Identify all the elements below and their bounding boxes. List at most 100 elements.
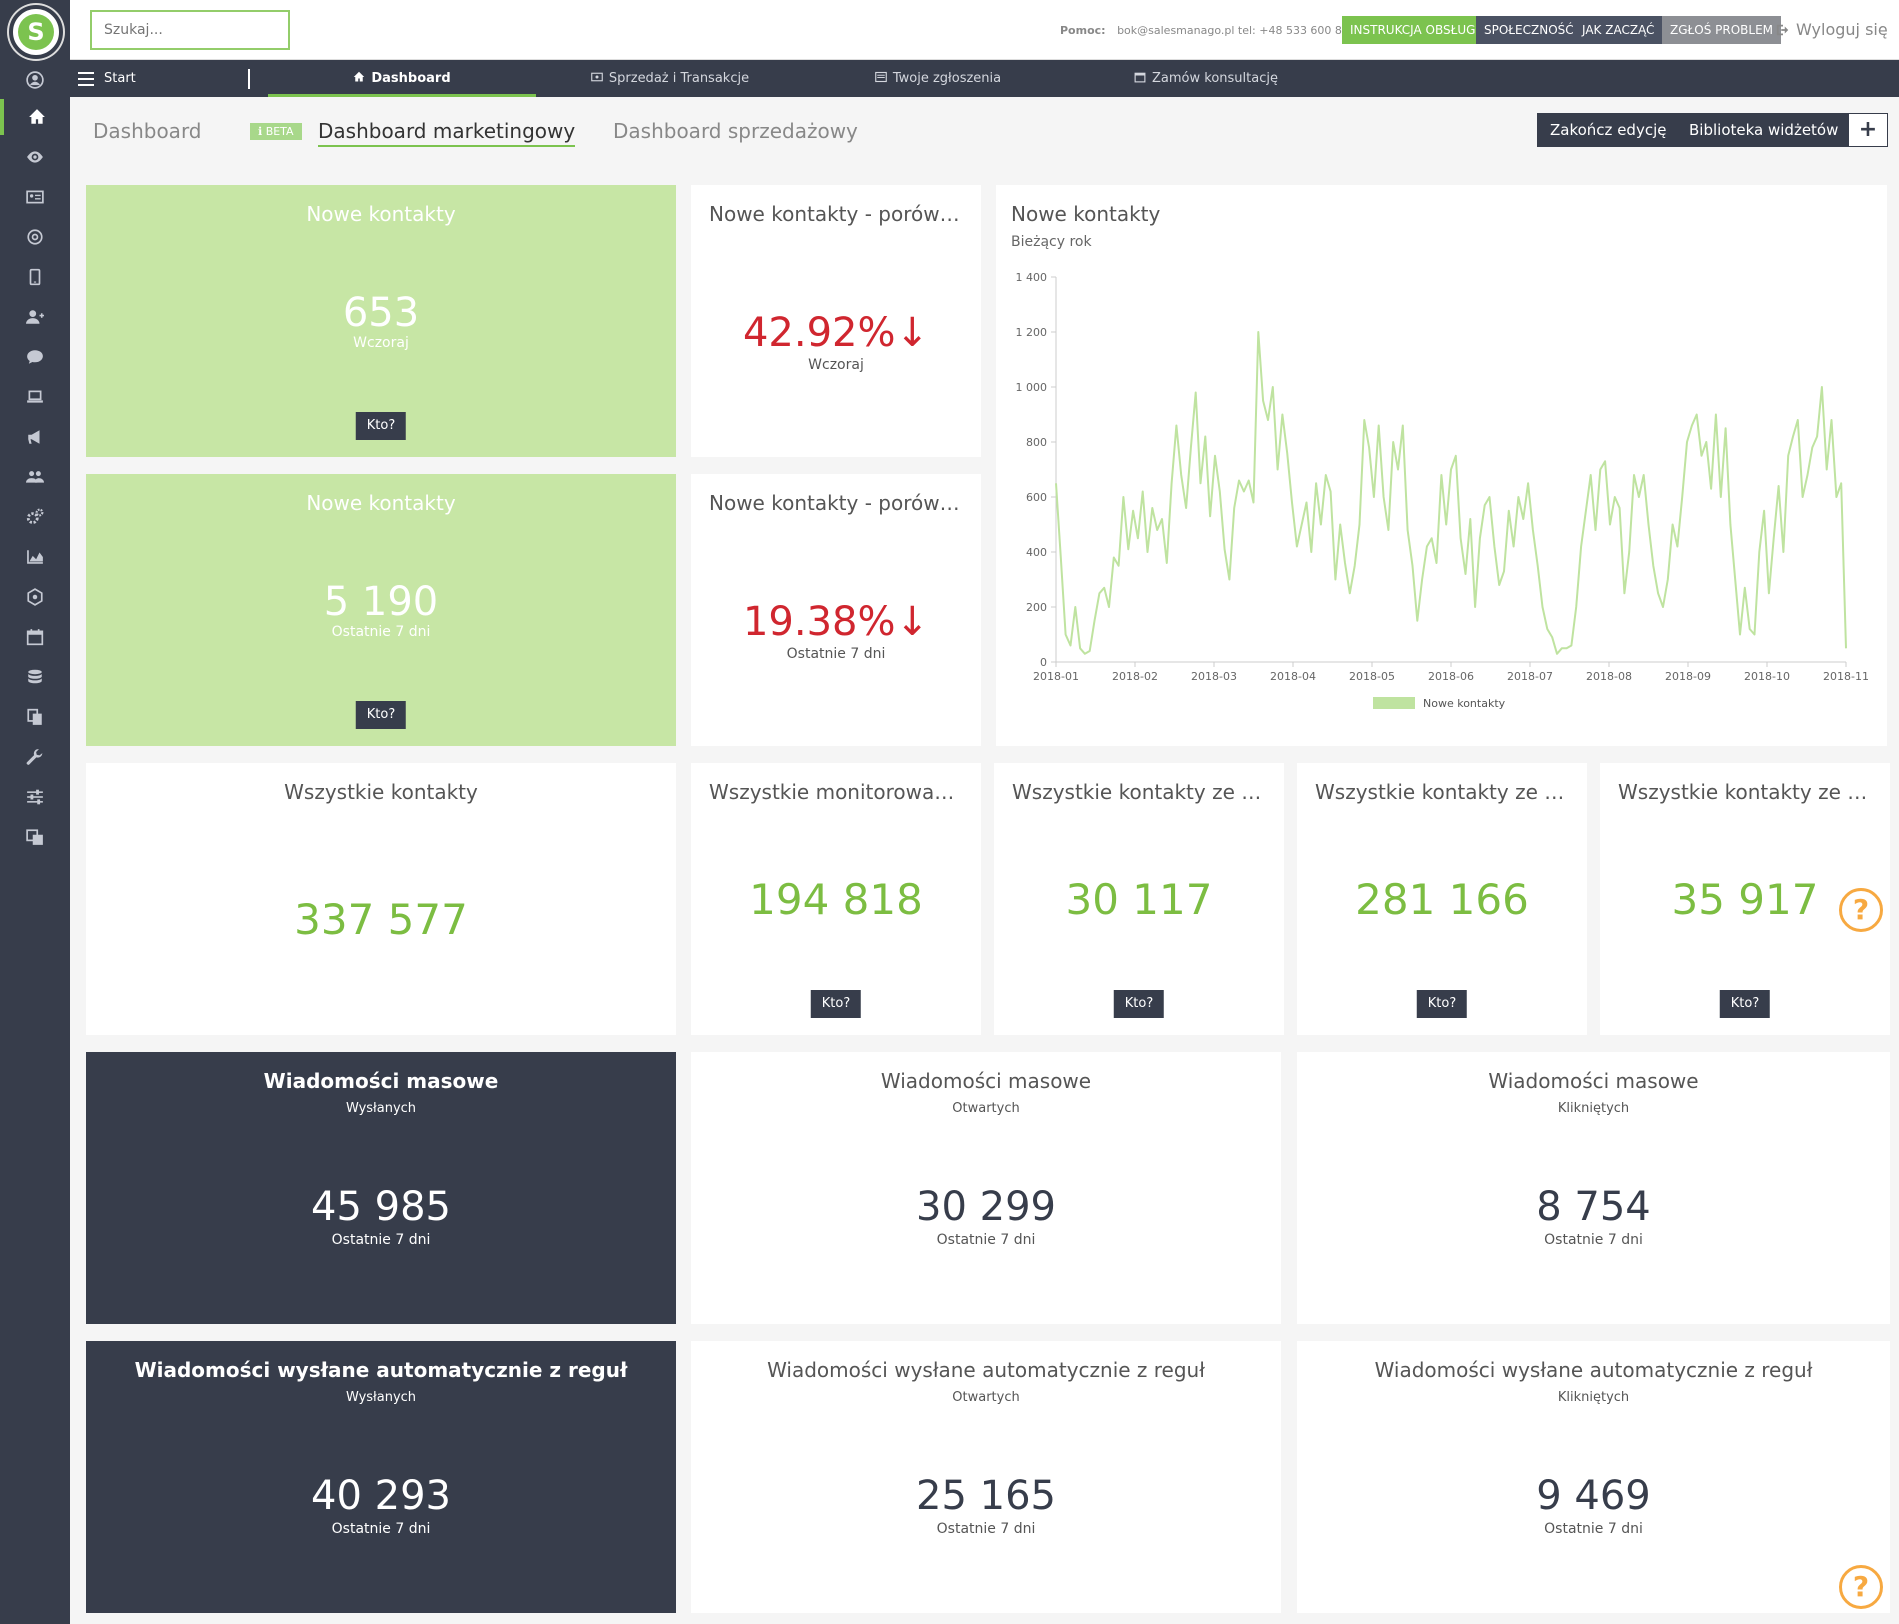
- widget-value: 42.92%↓: [742, 310, 930, 356]
- line-chart[interactable]: 0 200 400 600 800 1 000 1 200 1 400 2018-01 2018-…: [996, 185, 1887, 746]
- tab-sales[interactable]: Sprzedaż i Transakcje: [536, 60, 804, 97]
- widget-mass-clicked[interactable]: Wiadomości masowe Klikniętych 8 754 Osta…: [1297, 1052, 1890, 1324]
- how-to-start-button[interactable]: JAK ZACZĄĆ: [1574, 16, 1663, 44]
- chart-title: Nowe kontakty: [1011, 202, 1161, 226]
- widget-new-contacts-chart[interactable]: Nowe kontakty Bieżący rok 0 200 400 600 800 1…: [996, 185, 1887, 746]
- who-button[interactable]: Kto?: [1416, 990, 1468, 1018]
- hexagon-icon[interactable]: [0, 579, 70, 615]
- contact-card-icon[interactable]: [0, 179, 70, 215]
- who-button[interactable]: Kto?: [810, 990, 862, 1018]
- widget-auto-clicked[interactable]: Wiadomości wysłane automatycznie z reguł…: [1297, 1341, 1890, 1613]
- widget-comparison-7days[interactable]: Nowe kontakty - porówn... 19.38%↓ Ostatn…: [691, 474, 981, 746]
- x-tick-label: 2018-07: [1507, 670, 1553, 683]
- widget-title: Wszystkie monitorowane...: [709, 780, 979, 804]
- who-button[interactable]: Kto?: [355, 701, 407, 729]
- add-user-icon[interactable]: [0, 299, 70, 335]
- widget-label: Ostatnie 7 dni: [936, 1521, 1036, 1537]
- finish-edit-button[interactable]: Zakończ edycję: [1537, 113, 1680, 147]
- x-tick-label: 2018-04: [1270, 670, 1316, 683]
- series-line-nowe-kontakty[interactable]: [1055, 331, 1847, 655]
- widget-value: 9 469: [1536, 1473, 1651, 1519]
- calendar-icon[interactable]: [0, 619, 70, 655]
- tab-consultation[interactable]: Zamów konsultację: [1072, 60, 1340, 97]
- widget-value: 194 818: [749, 875, 923, 924]
- logout-label: Wyloguj się: [1796, 20, 1888, 39]
- home-icon[interactable]: [0, 99, 70, 135]
- logo-letter: S: [18, 14, 54, 50]
- documents-icon[interactable]: [0, 699, 70, 735]
- widget-subtitle: Wysłanych: [345, 1390, 417, 1405]
- eye-icon[interactable]: [0, 139, 70, 175]
- tab-tickets[interactable]: Twoje zgłoszenia: [804, 60, 1072, 97]
- widget-label: Ostatnie 7 dni: [1544, 1232, 1643, 1248]
- widget-all-contacts[interactable]: Wszystkie kontakty 337 577: [86, 763, 676, 1035]
- y-tick-label: 1 400: [1016, 271, 1048, 284]
- widget-library-button[interactable]: Biblioteka widżetów: [1676, 113, 1852, 147]
- widget-value: 8 754: [1536, 1184, 1651, 1230]
- widget-label: Ostatnie 7 dni: [331, 1521, 431, 1537]
- x-tick-label: 2018-11: [1823, 670, 1869, 683]
- hamburger-menu-icon: [78, 72, 94, 86]
- help-question-icon-bottom[interactable]: ?: [1839, 1565, 1883, 1609]
- widget-title: Wiadomości wysłane automatycznie z reguł: [767, 1358, 1205, 1382]
- widget-auto-sent[interactable]: Wiadomości wysłane automatycznie z reguł…: [86, 1341, 676, 1613]
- home-icon: [354, 71, 365, 82]
- widget-title: Wiadomości wysłane automatycznie z reguł: [134, 1358, 628, 1382]
- widget-label: Wczoraj: [353, 335, 409, 351]
- help-question-icon[interactable]: ?: [1839, 888, 1883, 932]
- widget-mass-sent[interactable]: Wiadomości masowe Wysłanych 45 985 Ostat…: [86, 1052, 676, 1324]
- subtab-dashboard[interactable]: Dashboard: [93, 119, 202, 143]
- subtab-marketing[interactable]: Dashboard marketingowy: [318, 119, 576, 147]
- widget-value: 337 577: [294, 895, 468, 944]
- widget-mass-opened[interactable]: Wiadomości masowe Otwartych 30 299 Ostat…: [691, 1052, 1281, 1324]
- app-logo[interactable]: S: [9, 5, 63, 59]
- y-tick-label: 1 000: [1016, 381, 1048, 394]
- add-widget-button[interactable]: +: [1848, 113, 1888, 147]
- top-header: Pomoc: bok@salesmanago.pl tel: +48 533 6…: [70, 0, 1899, 60]
- gears-icon[interactable]: [0, 499, 70, 535]
- who-button[interactable]: Kto?: [355, 412, 407, 440]
- widget-comparison-yesterday[interactable]: Nowe kontakty - porówn... 42.92%↓ Wczora…: [691, 185, 981, 457]
- wrench-icon[interactable]: [0, 739, 70, 775]
- mobile-icon[interactable]: [0, 259, 70, 295]
- sliders-icon[interactable]: [0, 779, 70, 815]
- area-chart-icon[interactable]: [0, 539, 70, 575]
- widget-subtitle: Otwartych: [952, 1390, 1020, 1405]
- widget-all-monitored[interactable]: Wszystkie monitorowane... 194 818 Kto?: [691, 763, 981, 1035]
- tab-dashboard[interactable]: Dashboard: [268, 60, 536, 97]
- widget-auto-opened[interactable]: Wiadomości wysłane automatycznie z reguł…: [691, 1341, 1281, 1613]
- manual-button[interactable]: INSTRUKCJA OBSŁUGI: [1342, 16, 1487, 44]
- chat-icon[interactable]: [0, 339, 70, 375]
- widget-value: 19.38%↓: [742, 599, 930, 645]
- user-icon[interactable]: [0, 62, 70, 98]
- widget-label: Ostatnie 7 dni: [331, 624, 431, 640]
- x-tick-label: 2018-08: [1586, 670, 1632, 683]
- money-icon: [591, 72, 603, 82]
- beta-label: BETA: [265, 125, 294, 138]
- report-problem-button[interactable]: ZGŁOŚ PROBLEM: [1662, 16, 1782, 44]
- widget-title: Wszystkie kontakty ze st...: [1618, 780, 1885, 804]
- megaphone-icon[interactable]: [0, 419, 70, 455]
- widget-title: Wiadomości masowe: [1488, 1069, 1699, 1093]
- widget-all-st-2[interactable]: Wszystkie kontakty ze st... 281 166 Kto?: [1297, 763, 1587, 1035]
- email-at-icon[interactable]: [0, 219, 70, 255]
- community-button[interactable]: SPOŁECZNOŚĆ: [1476, 16, 1582, 44]
- x-tick-label: 2018-03: [1191, 670, 1237, 683]
- translate-icon[interactable]: [0, 819, 70, 855]
- widget-all-st-1[interactable]: Wszystkie kontakty ze st... 30 117 Kto?: [994, 763, 1284, 1035]
- who-button[interactable]: Kto?: [1719, 990, 1771, 1018]
- users-group-icon[interactable]: [0, 459, 70, 495]
- database-icon[interactable]: [0, 659, 70, 695]
- legend-swatch: [1373, 697, 1415, 709]
- laptop-icon[interactable]: [0, 379, 70, 415]
- search-input[interactable]: [90, 10, 290, 50]
- legend-label: Nowe kontakty: [1423, 697, 1506, 710]
- nav-start[interactable]: Start: [78, 69, 250, 89]
- widget-title: Wszystkie kontakty ze st...: [1315, 780, 1582, 804]
- widget-new-contacts-yesterday[interactable]: Nowe kontakty 653 Wczoraj Kto?: [86, 185, 676, 457]
- widget-new-contacts-7days[interactable]: Nowe kontakty 5 190 Ostatnie 7 dni Kto?: [86, 474, 676, 746]
- subtab-sales[interactable]: Dashboard sprzedażowy: [613, 119, 858, 143]
- logout-link[interactable]: Wyloguj się: [1776, 20, 1888, 39]
- widget-title: Nowe kontakty - porówn...: [709, 491, 972, 515]
- who-button[interactable]: Kto?: [1113, 990, 1165, 1018]
